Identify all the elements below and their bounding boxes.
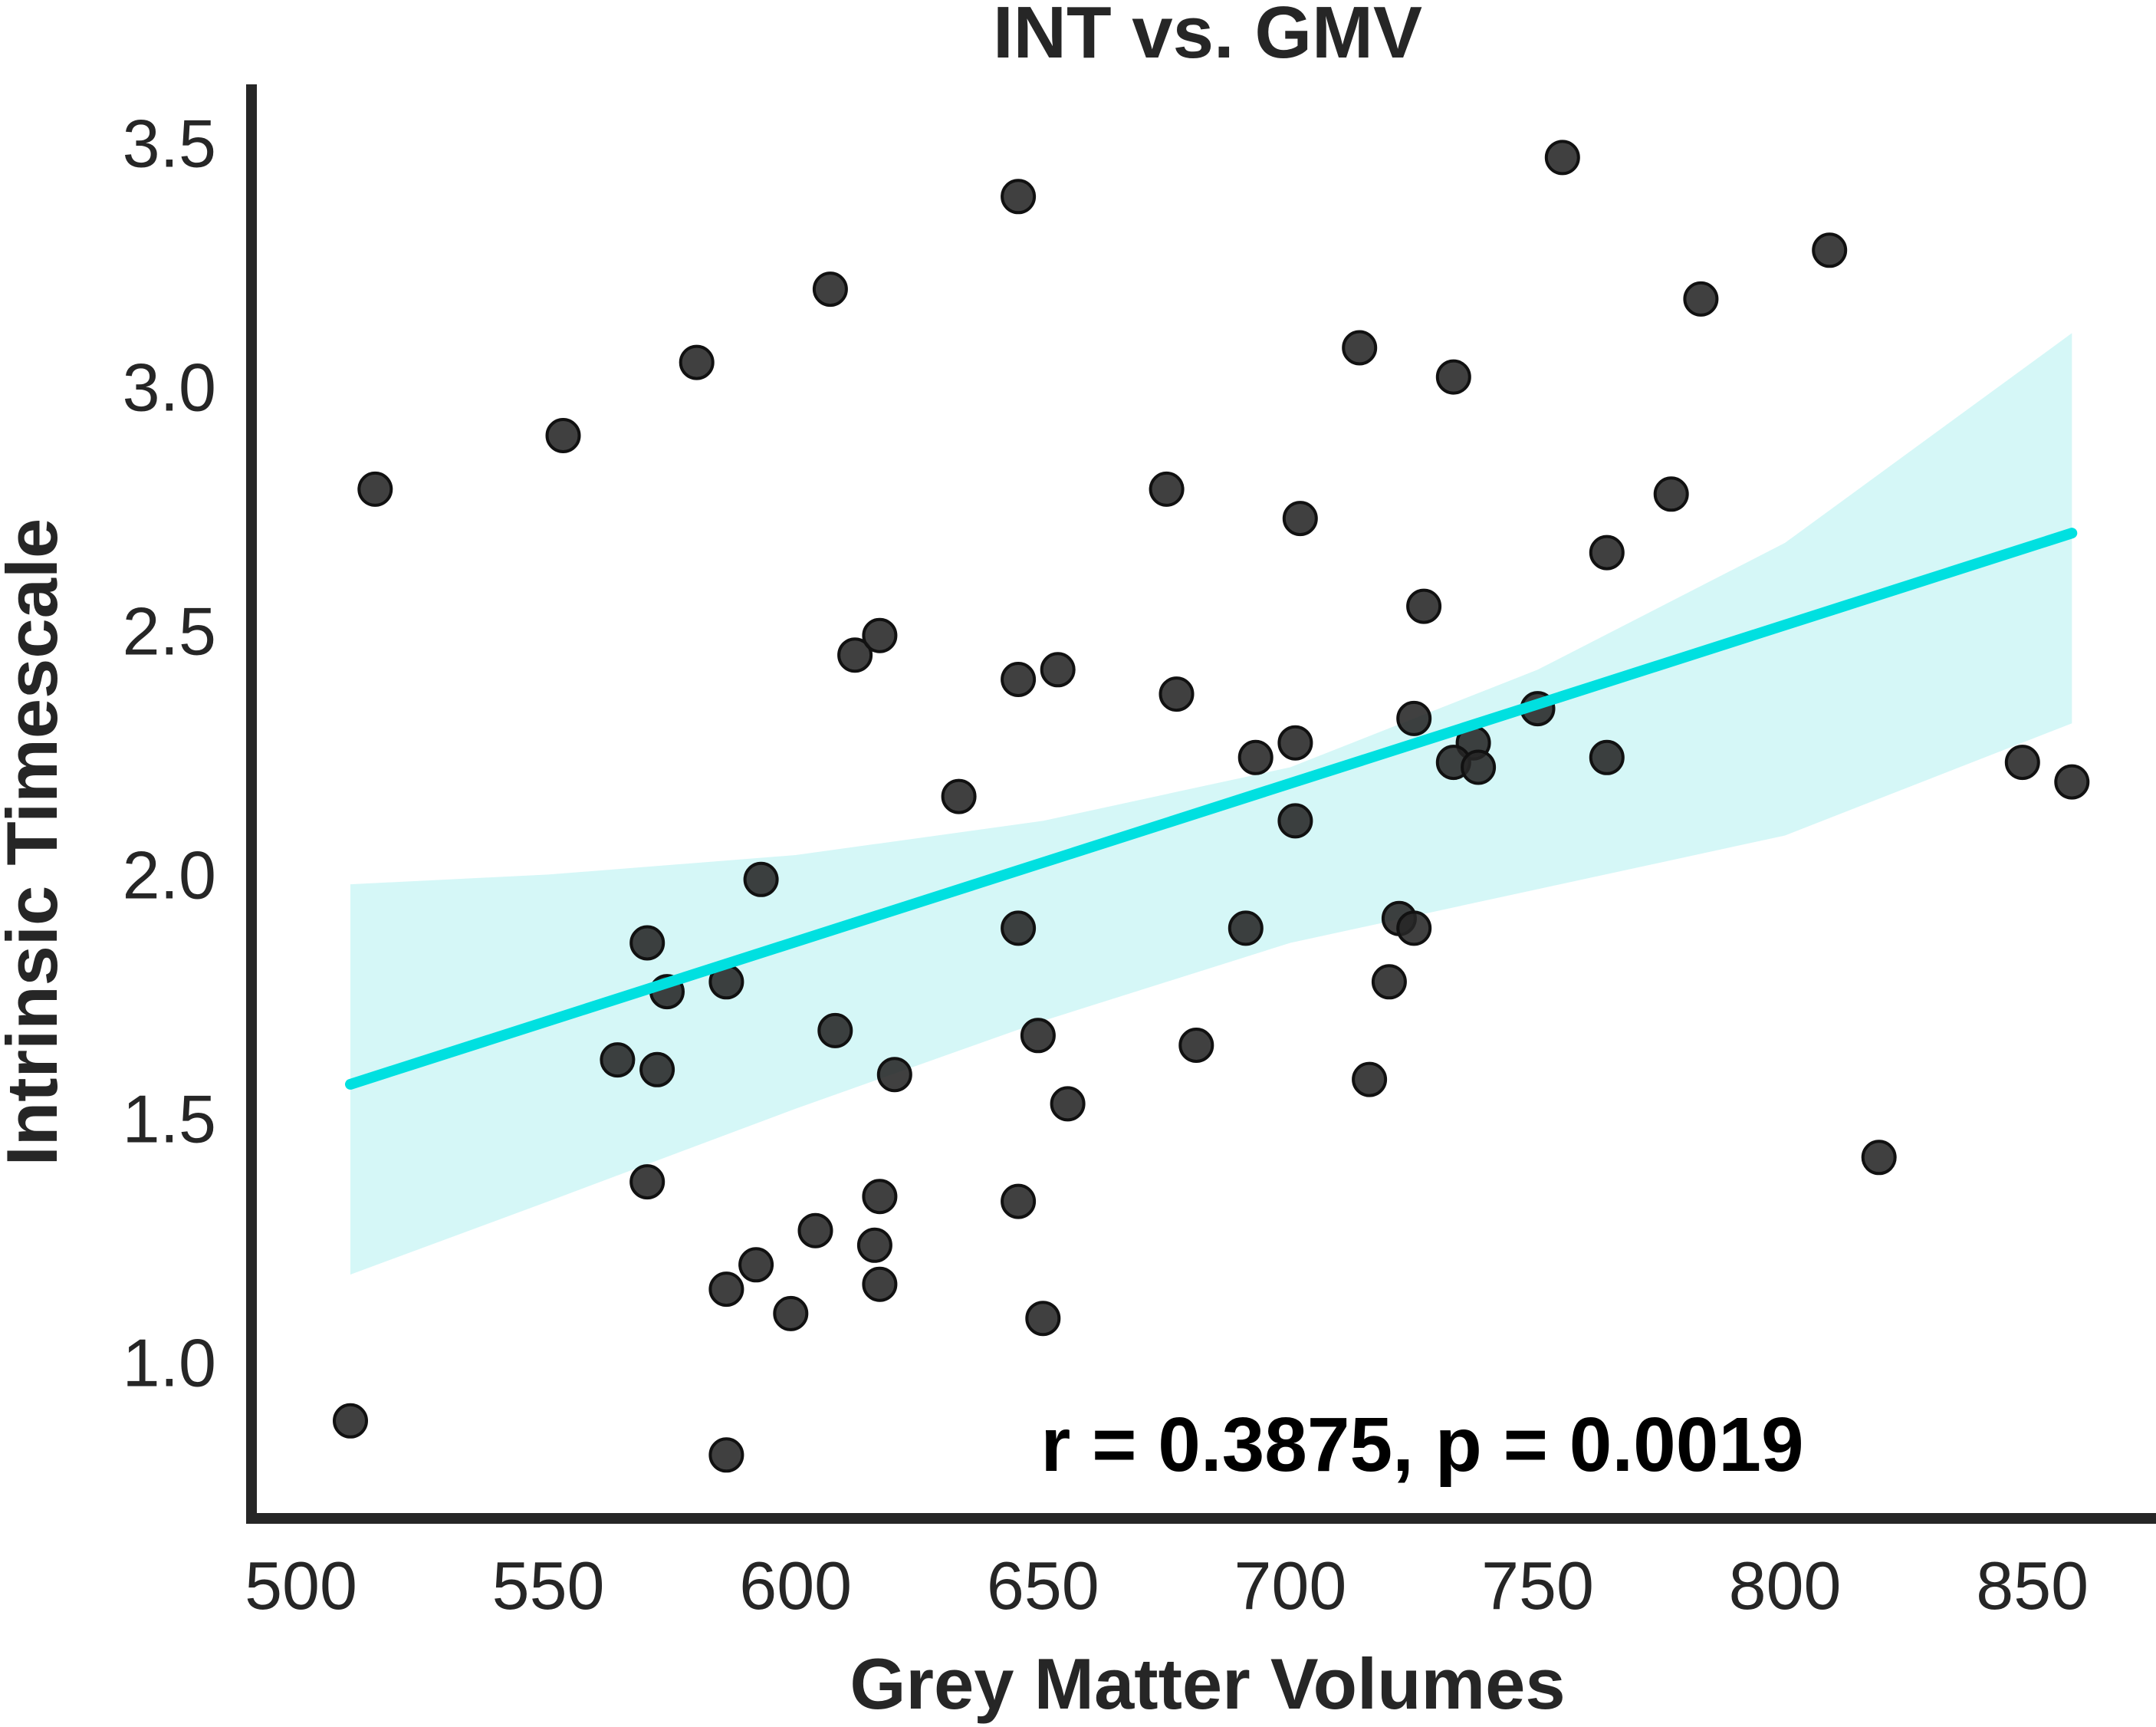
data-point	[708, 1437, 744, 1473]
chart-title: INT vs. GMV	[993, 0, 1422, 74]
data-point	[1277, 803, 1313, 839]
data-point	[862, 1179, 898, 1215]
y-tick-label: 2.0	[123, 837, 216, 913]
data-point	[797, 1212, 833, 1248]
y-axis-ticks: 1.0 1.5 2.0 2.5 3.0 3.5	[123, 105, 216, 1400]
data-point	[1371, 964, 1407, 1000]
data-point	[1149, 471, 1185, 507]
data-point	[743, 861, 779, 897]
data-point	[1396, 910, 1432, 946]
data-point	[1001, 1183, 1037, 1219]
y-tick-label: 1.5	[123, 1081, 216, 1156]
x-tick-label: 600	[739, 1548, 852, 1623]
data-point	[333, 1403, 368, 1439]
y-tick-label: 3.0	[123, 349, 216, 425]
data-point	[738, 1247, 774, 1283]
x-tick-label: 650	[987, 1548, 1099, 1623]
data-point	[1544, 140, 1580, 176]
data-point	[1001, 662, 1037, 697]
data-point	[600, 1042, 636, 1078]
data-point	[629, 1164, 666, 1200]
data-point	[1282, 501, 1318, 537]
data-point	[357, 471, 393, 507]
data-point	[708, 1271, 744, 1308]
x-tick-label: 800	[1729, 1548, 1842, 1623]
x-axis-label: Grey Matter Volumes	[850, 1643, 1565, 1724]
data-point	[1178, 1028, 1214, 1063]
data-point	[639, 1051, 675, 1087]
points-layer	[333, 140, 2090, 1473]
data-point	[773, 1295, 809, 1331]
data-point	[812, 271, 848, 308]
data-point	[1461, 749, 1497, 785]
data-point	[1001, 910, 1037, 946]
regression-line	[345, 528, 2078, 1090]
data-point	[1050, 1086, 1086, 1122]
axes	[246, 84, 2156, 1524]
data-point	[1040, 652, 1076, 688]
y-tick-label: 1.0	[123, 1325, 216, 1401]
data-point	[862, 1266, 898, 1302]
data-point	[545, 418, 581, 453]
data-point	[862, 617, 898, 653]
data-point	[1435, 359, 1471, 395]
data-point	[1277, 725, 1313, 761]
data-point	[1653, 476, 1689, 512]
data-point	[876, 1057, 912, 1093]
x-tick-label: 850	[1976, 1548, 2089, 1623]
data-point	[1589, 535, 1625, 571]
y-tick-label: 2.5	[123, 593, 216, 669]
data-point	[1812, 232, 1848, 268]
data-point	[1861, 1140, 1897, 1176]
data-point	[817, 1012, 853, 1048]
data-point	[1406, 588, 1442, 624]
data-point	[1342, 330, 1378, 366]
data-point	[2054, 764, 2090, 800]
x-tick-label: 550	[492, 1548, 605, 1623]
data-point	[1159, 676, 1195, 712]
data-point	[1025, 1301, 1061, 1337]
data-point	[679, 344, 715, 380]
data-point	[2004, 745, 2040, 781]
data-point	[1228, 910, 1264, 946]
data-point	[837, 637, 873, 673]
data-point	[1589, 739, 1625, 775]
data-point	[629, 925, 666, 961]
data-point	[856, 1227, 892, 1263]
stats-annotation: r = 0.3875, p = 0.0019	[1040, 1402, 1803, 1488]
data-point	[1352, 1061, 1388, 1097]
data-point	[1396, 700, 1432, 736]
x-tick-label: 700	[1234, 1548, 1346, 1623]
x-tick-label: 750	[1481, 1548, 1594, 1623]
data-point	[941, 778, 977, 814]
x-axis-ticks: 500 550 600 650 700 750 800 850	[245, 1548, 2089, 1623]
data-point	[1001, 179, 1037, 215]
fit-line-layer	[345, 528, 2078, 1090]
x-tick-label: 500	[245, 1548, 357, 1623]
y-axis-label: Intrinsic Timescale	[0, 518, 72, 1166]
data-point	[1237, 739, 1274, 775]
y-tick-label: 3.5	[123, 105, 216, 181]
data-point	[1020, 1018, 1056, 1054]
data-point	[1683, 281, 1719, 317]
